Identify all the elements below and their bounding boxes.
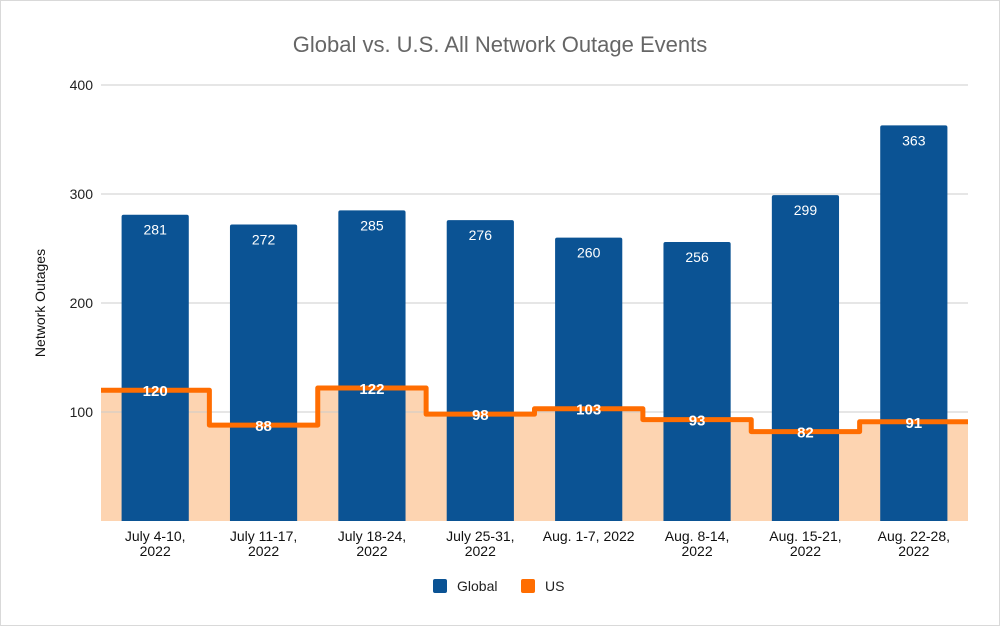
x-tick-label-line: July 18-24, [338, 528, 406, 544]
x-tick-label-line: Aug. 1-7, 2022 [543, 528, 635, 544]
us-value-label: 122 [359, 381, 384, 398]
bar-value-label: 299 [794, 202, 818, 218]
x-tick-label-line: 2022 [681, 543, 712, 559]
y-tick-label: 400 [70, 77, 94, 93]
x-tick-label-line: July 4-10, [125, 528, 186, 544]
bar-value-label: 272 [252, 232, 276, 248]
x-tick-label: July 4-10, 2022 [125, 528, 186, 559]
y-axis-labels: 100 200 300 400 [70, 77, 94, 420]
us-value-label: 82 [797, 425, 814, 442]
legend-label: US [545, 578, 564, 594]
data-labels: 281 272 285 276 260 256 299 363 120 88 122 98 103 93 8… [143, 132, 926, 441]
legend-swatch [433, 579, 447, 593]
us-value-label: 91 [905, 415, 922, 432]
x-tick-label-line: 2022 [356, 543, 387, 559]
x-tick-label: July 18-24, 2022 [338, 528, 406, 559]
legend-swatch [521, 579, 535, 593]
x-tick-label-line: July 25-31, [446, 528, 514, 544]
legend-label: Global [457, 578, 497, 594]
bar-value-label: 276 [469, 227, 493, 243]
x-tick-label: Aug. 15-21, 2022 [769, 528, 841, 559]
x-tick-label-line: 2022 [140, 543, 171, 559]
us-value-label: 103 [576, 402, 601, 419]
us-value-label: 98 [472, 407, 489, 424]
legend: Global US [433, 578, 564, 594]
x-tick-label-line: Aug. 15-21, [769, 528, 841, 544]
bar-value-label: 260 [577, 245, 601, 261]
y-tick-label: 300 [70, 186, 94, 202]
x-tick-label-line: 2022 [248, 543, 279, 559]
x-tick-label: Aug. 1-7, 2022 [543, 528, 635, 544]
x-tick-label-line: Aug. 8-14, [665, 528, 730, 544]
x-tick-label-line: 2022 [465, 543, 496, 559]
us-step-line-layer [101, 385, 968, 435]
x-tick-label-line: Aug. 22-28, [878, 528, 950, 544]
bar-global [446, 220, 514, 521]
legend-item-global: Global [433, 578, 497, 594]
x-tick-label: Aug. 22-28, 2022 [878, 528, 950, 559]
x-tick-label: July 11-17, 2022 [230, 528, 297, 559]
y-tick-label: 200 [70, 295, 94, 311]
bar-global [229, 224, 298, 521]
us-value-label: 120 [143, 383, 168, 400]
x-tick-label: Aug. 8-14, 2022 [665, 528, 730, 559]
bar-value-label: 363 [902, 132, 926, 148]
bar-value-label: 285 [360, 217, 384, 233]
y-axis-title: Network Outages [32, 249, 48, 357]
bar-global [663, 241, 731, 521]
us-value-label: 93 [689, 413, 706, 430]
bar-global [121, 214, 189, 521]
x-tick-label-line: July 11-17, [230, 528, 297, 544]
bar-global [338, 210, 406, 521]
x-tick-label: July 25-31, 2022 [446, 528, 514, 559]
chart-title: Global vs. U.S. All Network Outage Event… [293, 32, 708, 57]
x-tick-label-line: 2022 [790, 543, 821, 559]
bar-global [771, 195, 840, 521]
bar-global [555, 237, 623, 521]
bar-global [880, 125, 948, 521]
legend-item-us: US [521, 578, 564, 594]
x-tick-label-line: 2022 [898, 543, 929, 559]
us-step-line [101, 385, 968, 435]
us-value-label: 88 [255, 418, 272, 435]
bar-value-label: 281 [144, 222, 168, 238]
bar-value-label: 256 [685, 249, 709, 265]
y-tick-label: 100 [70, 404, 94, 420]
